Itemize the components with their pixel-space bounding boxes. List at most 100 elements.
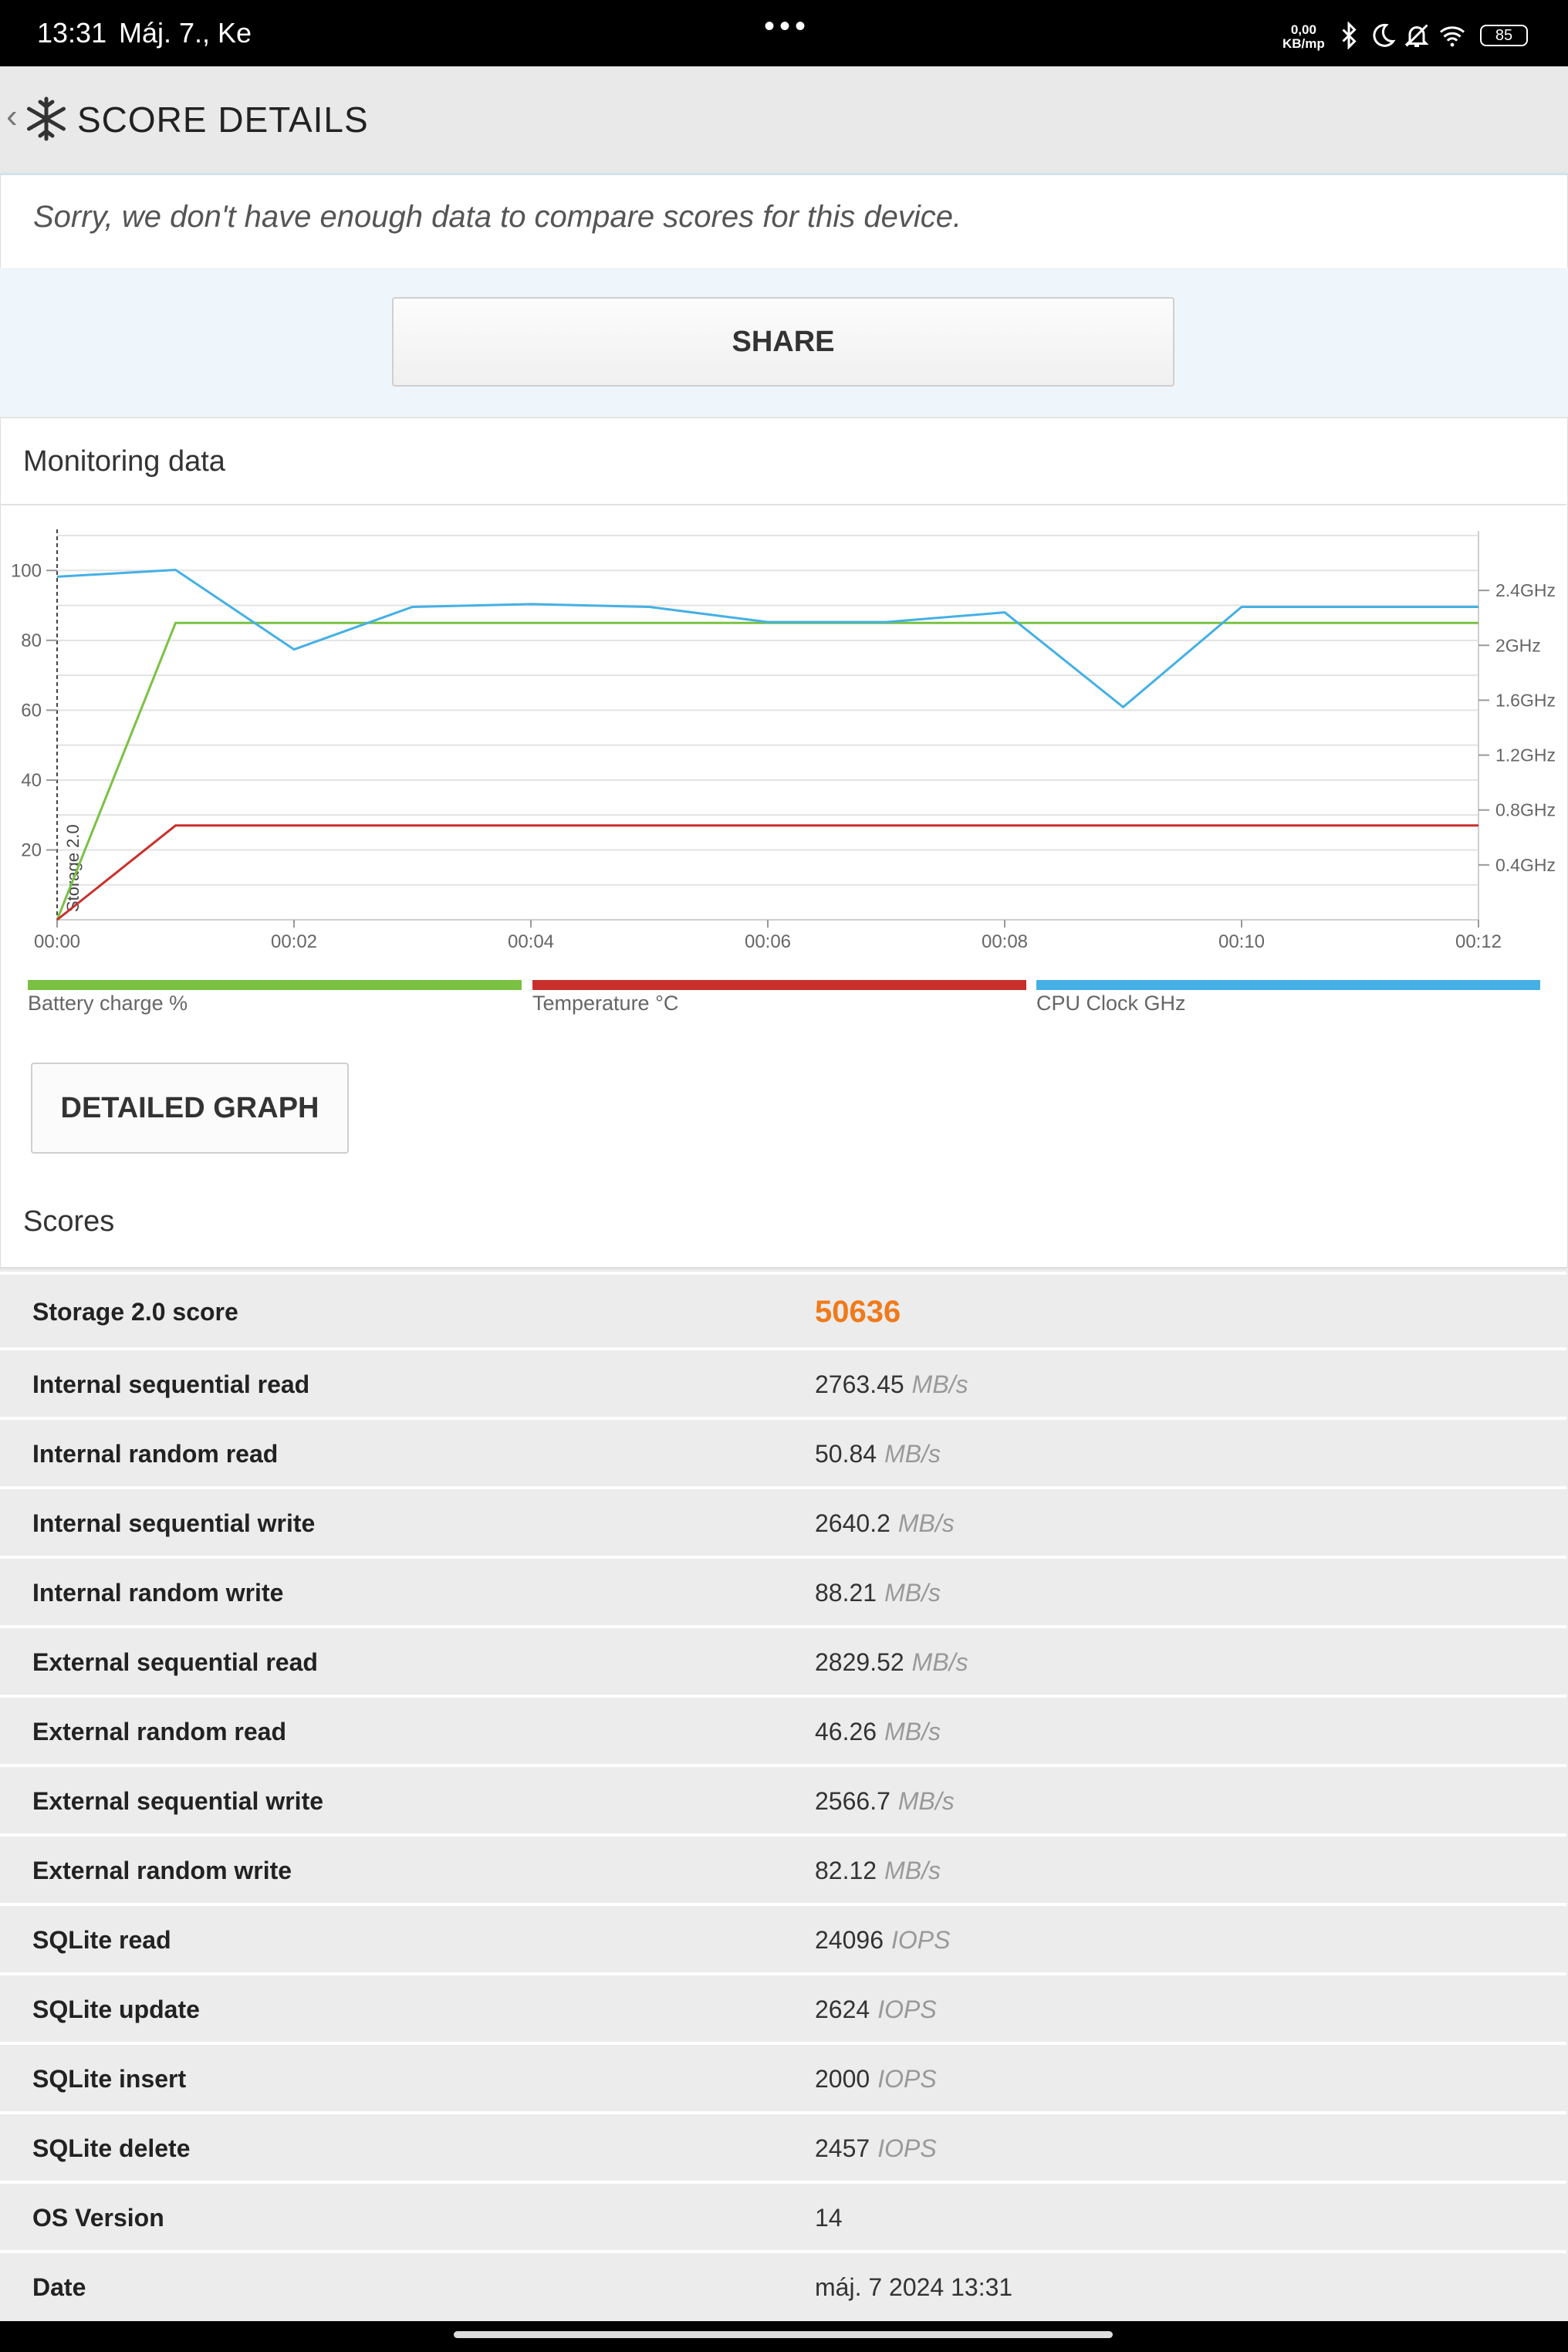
- score-value-cell: 46.26 MB/s: [815, 1718, 941, 1746]
- score-label: OS Version: [32, 2204, 164, 2232]
- score-label: Internal random read: [32, 1440, 279, 1468]
- score-label: Internal sequential read: [32, 1370, 310, 1398]
- score-value-cell: 88.21 MB/s: [815, 1579, 941, 1607]
- legend-cpu-label: CPU Clock GHz: [1036, 992, 1186, 1015]
- score-value-cell: 50636: [815, 1295, 901, 1330]
- more-dots-icon[interactable]: •••: [764, 9, 811, 43]
- score-label: External random read: [32, 1718, 286, 1745]
- score-value-cell: máj. 7 2024 13:31: [815, 2273, 1012, 2302]
- comparison-notice-text: Sorry, we don't have enough data to comp…: [33, 200, 962, 234]
- y-left-tick-label: 40: [21, 770, 42, 791]
- home-indicator[interactable]: [454, 2331, 1113, 2338]
- bluetooth-icon: [1342, 22, 1357, 49]
- score-value: 14: [815, 2204, 843, 2232]
- score-label: Internal sequential write: [32, 1509, 316, 1537]
- share-button[interactable]: SHARE: [392, 297, 1174, 387]
- score-unit: IOPS: [877, 2065, 937, 2093]
- temperature-series-line: [56, 824, 1478, 921]
- wifi-icon: [1440, 26, 1465, 47]
- detailed-graph-button[interactable]: DETAILED GRAPH: [31, 1063, 349, 1154]
- battery-series-line: [56, 621, 1478, 921]
- score-label: Internal random write: [32, 1579, 284, 1607]
- score-value: 2457: [815, 2134, 870, 2162]
- scores-divider: [0, 1268, 1566, 1269]
- cpu-clock-series-line: [56, 568, 1478, 709]
- snowflake-logo-icon: [27, 96, 66, 141]
- table-row: External random read 46.26 MB/s: [0, 1695, 1566, 1764]
- score-value-cell: 14: [815, 2204, 843, 2232]
- score-value-cell: 24096 IOPS: [815, 1926, 950, 1955]
- y-left-tick-label: 20: [21, 840, 42, 860]
- score-value: 46.26: [815, 1718, 877, 1745]
- y-left-tick-label: 80: [21, 630, 42, 651]
- status-date: Máj. 7., Ke: [119, 17, 252, 49]
- legend-battery-swatch: [28, 980, 522, 990]
- score-value-cell: 2640.2 MB/s: [815, 1509, 955, 1538]
- y-right-tick-label: 1.6GHz: [1495, 690, 1556, 710]
- y-right-tick-label: 0.4GHz: [1495, 855, 1556, 875]
- score-label: SQLite update: [32, 1995, 200, 2023]
- score-unit: IOPS: [890, 1926, 951, 1954]
- score-unit: MB/s: [911, 1370, 968, 1398]
- legend-battery-label: Battery charge %: [28, 992, 188, 1015]
- score-value-cell: 2763.45 MB/s: [815, 1370, 968, 1399]
- score-label: Date: [32, 2273, 86, 2301]
- table-row: External sequential write 2566.7 MB/s: [0, 1764, 1566, 1833]
- monitoring-title: Monitoring data: [23, 445, 225, 478]
- table-row: OS Version 14: [0, 2181, 1566, 2250]
- legend-temperature-swatch: [532, 980, 1026, 990]
- score-unit: MB/s: [911, 1648, 968, 1676]
- legend-cpu-swatch: [1036, 980, 1540, 990]
- score-value: 24096: [815, 1926, 884, 1954]
- score-value: 88.21: [815, 1579, 877, 1607]
- x-tick-label: 00:12: [1455, 931, 1502, 952]
- score-value: 2566.7: [815, 1787, 890, 1815]
- table-row: Internal sequential read 2763.45 MB/s: [0, 1347, 1566, 1417]
- x-tick-label: 00:06: [745, 931, 791, 952]
- table-row: Date máj. 7 2024 13:31: [0, 2250, 1566, 2320]
- score-unit: MB/s: [897, 1787, 955, 1815]
- score-label: External sequential read: [32, 1648, 318, 1676]
- table-row: SQLite read 24096 IOPS: [0, 1903, 1566, 1972]
- status-bar: 13:31 Máj. 7., Ke ••• 0,00 KB/mp 85: [0, 0, 1568, 66]
- score-unit: IOPS: [877, 1995, 937, 2023]
- comparison-notice: Sorry, we don't have enough data to comp…: [0, 174, 1568, 269]
- score-value: 50.84: [815, 1440, 877, 1468]
- score-unit: MB/s: [884, 1857, 941, 1884]
- score-unit: MB/s: [884, 1440, 941, 1468]
- y-left-tick-label: 60: [21, 700, 42, 721]
- x-tick-label: 00:08: [982, 931, 1028, 952]
- table-row: Internal random read 50.84 MB/s: [0, 1417, 1566, 1486]
- y-right-tick-label: 1.2GHz: [1495, 745, 1556, 765]
- y-right-tick-label: 0.8GHz: [1495, 800, 1556, 820]
- score-label: SQLite insert: [32, 2065, 187, 2093]
- score-value: 2640.2: [815, 1509, 890, 1537]
- muted-bell-icon: [1404, 24, 1429, 47]
- x-tick-label: 00:02: [271, 931, 317, 952]
- y-right-tick-label: 2GHz: [1495, 635, 1541, 655]
- score-unit: MB/s: [884, 1579, 941, 1607]
- table-row: SQLite delete 2457 IOPS: [0, 2111, 1566, 2181]
- score-value-cell: 50.84 MB/s: [815, 1440, 941, 1468]
- score-value: 2000: [815, 2065, 870, 2093]
- table-row: External random write 82.12 MB/s: [0, 1833, 1566, 1903]
- table-row: Internal random write 88.21 MB/s: [0, 1556, 1566, 1625]
- status-time: 13:31: [37, 17, 107, 49]
- score-unit: IOPS: [877, 2134, 937, 2162]
- table-row: SQLite update 2624 IOPS: [0, 1972, 1566, 2042]
- score-value: máj. 7 2024 13:31: [815, 2273, 1013, 2301]
- table-row: External sequential read 2829.52 MB/s: [0, 1625, 1566, 1695]
- legend-temperature-label: Temperature °C: [532, 992, 679, 1015]
- overall-score-value: 50636: [815, 1295, 901, 1329]
- score-value-cell: 2829.52 MB/s: [815, 1648, 968, 1677]
- do-not-disturb-moon-icon: [1373, 23, 1396, 47]
- y-left-tick-label: 100: [11, 560, 42, 581]
- battery-indicator: 85: [1480, 25, 1528, 46]
- back-chevron-icon[interactable]: ‹: [6, 97, 18, 135]
- score-unit: MB/s: [897, 1509, 955, 1537]
- monitoring-header: Monitoring data: [0, 417, 1566, 505]
- score-label: SQLite read: [32, 1926, 171, 1954]
- monitoring-chart: Storage 2.0204060801000.4GHz0.8GHz1.2GHz…: [11, 529, 1556, 952]
- score-value: 2624: [815, 1995, 870, 2023]
- score-value: 82.12: [815, 1857, 877, 1884]
